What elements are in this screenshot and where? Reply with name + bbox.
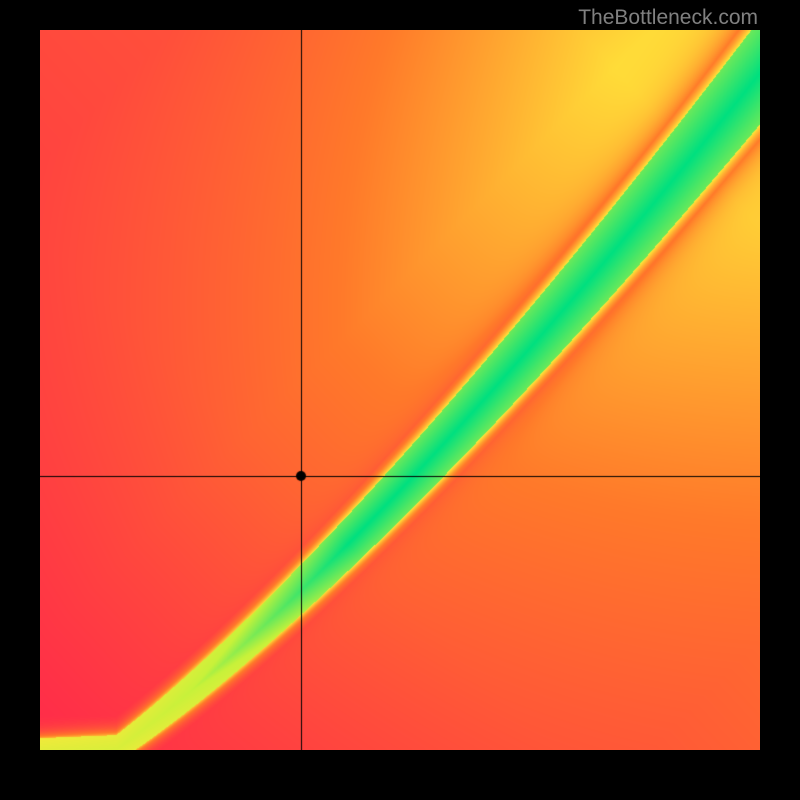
watermark-text: TheBottleneck.com <box>578 6 758 30</box>
chart-container: TheBottleneck.com <box>0 0 800 800</box>
heatmap-canvas <box>40 30 760 750</box>
